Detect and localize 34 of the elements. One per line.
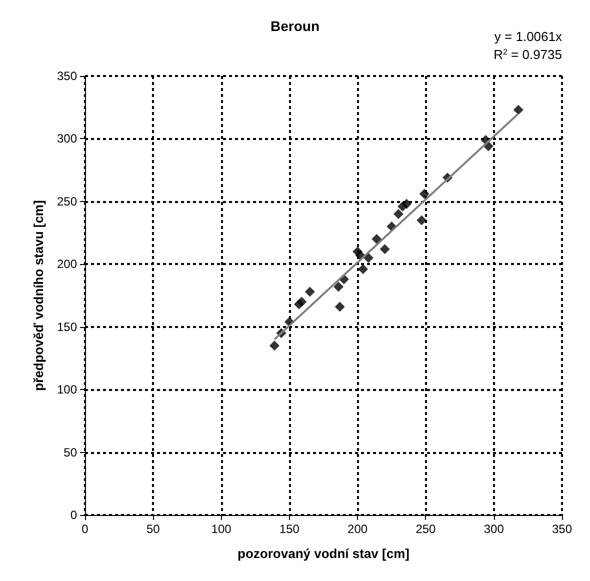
point — [393, 208, 404, 219]
point — [363, 252, 374, 263]
point — [304, 286, 315, 297]
point — [416, 215, 427, 226]
x-tick-label: 0 — [82, 522, 89, 536]
text: y = 1.0061x — [494, 29, 562, 44]
point — [419, 188, 430, 199]
point — [380, 244, 390, 254]
x-tick-label: 50 — [146, 522, 160, 536]
y-tick-label: 100 — [56, 382, 78, 397]
x-tick-label: 350 — [552, 522, 572, 536]
y-tick-label: 0 — [70, 508, 78, 522]
point — [358, 264, 368, 274]
y-axis-title: předpověď vodního stavu [cm] — [31, 200, 46, 391]
y-tick-label: 50 — [64, 445, 78, 460]
x-tick-label: 150 — [279, 522, 300, 536]
point — [296, 296, 307, 307]
point — [333, 282, 344, 292]
x-tick-label: 300 — [484, 522, 504, 536]
y-tick-label: 250 — [56, 194, 78, 208]
y-tick-label: 150 — [56, 320, 78, 334]
point — [372, 234, 382, 244]
point — [269, 340, 280, 351]
point — [402, 198, 412, 209]
y-tick-label: 350 — [56, 69, 78, 83]
x-tick-label: 100 — [211, 522, 232, 536]
x-tick-label: 250 — [416, 522, 436, 536]
chart-title: Beroun — [270, 18, 320, 34]
point — [513, 104, 524, 115]
y-tick-label: 200 — [56, 257, 78, 272]
x-tick-label: 200 — [348, 522, 368, 536]
x-axis-title: pozorovaný vodní stav [cm] — [238, 546, 410, 561]
point — [334, 302, 345, 312]
y-tick-label: 300 — [56, 132, 78, 146]
